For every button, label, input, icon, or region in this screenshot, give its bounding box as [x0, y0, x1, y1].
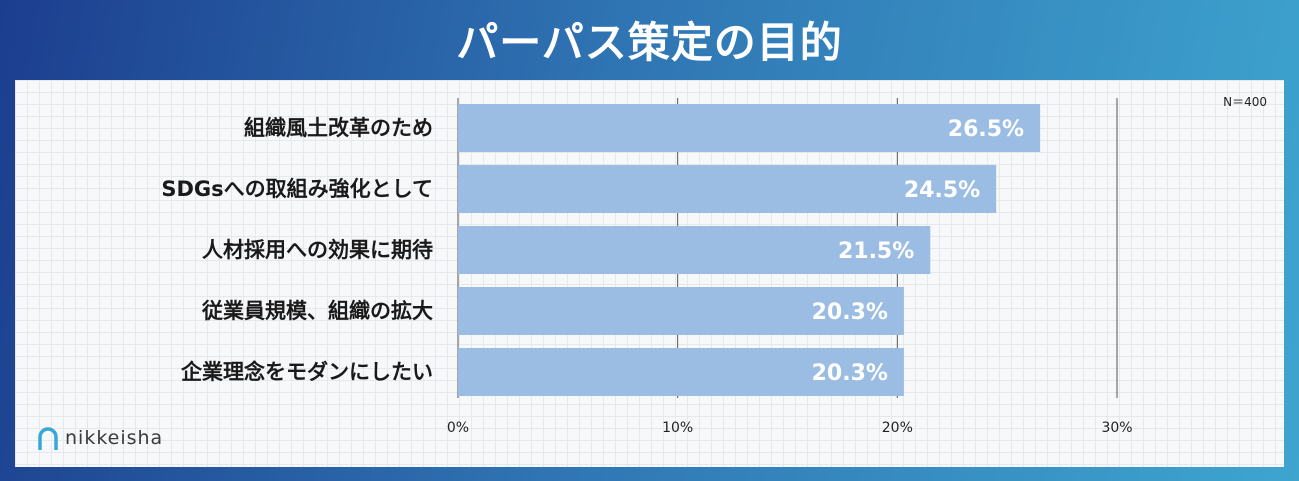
category-label: 従業員規模、組織の拡大 [201, 299, 433, 323]
logo-text: nikkeisha [65, 427, 164, 449]
sample-size-note: N＝400 [1223, 95, 1267, 109]
bar-chart: 0% 10% 20% 30% 組織風土改革のため 26.5% SDGsへの取組み強化として 2… [161, 95, 1267, 436]
bar [458, 104, 1041, 152]
data-label: 20.3% [812, 361, 888, 386]
data-label: 26.5% [948, 117, 1024, 142]
tick-label: 0% [447, 420, 469, 436]
bar [458, 226, 931, 274]
page-title: パーパス策定の目的 [456, 18, 843, 67]
data-label: 21.5% [838, 239, 914, 264]
category-label: 組織風土改革のため [244, 116, 433, 140]
bar [458, 287, 904, 335]
logo: nikkeisha [37, 423, 163, 453]
chart-panel: 0% 10% 20% 30% 組織風土改革のため 26.5% SDGsへの取組み強化として 2… [15, 80, 1284, 467]
category-label: 企業理念をモダンにしたい [180, 360, 433, 384]
category-label: 人材採用への効果に期待 [202, 238, 433, 262]
logo-arch-icon [38, 427, 58, 450]
data-label: 24.5% [904, 178, 980, 203]
tick-label: 30% [1101, 420, 1132, 436]
bar [458, 165, 997, 213]
tick-label: 20% [882, 420, 913, 436]
tick-label: 10% [662, 420, 693, 436]
category-label: SDGsへの取組み強化として [161, 177, 433, 201]
data-label: 20.3% [812, 300, 888, 325]
bar [458, 348, 904, 396]
